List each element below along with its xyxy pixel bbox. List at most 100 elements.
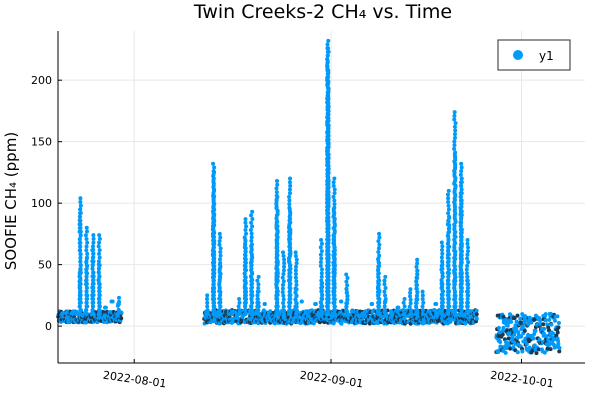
data-point <box>117 295 122 300</box>
data-point <box>447 267 452 272</box>
baseline-point <box>503 350 508 355</box>
data-point <box>414 264 419 269</box>
data-point <box>452 286 457 291</box>
data-point <box>212 304 217 309</box>
data-point <box>78 285 83 290</box>
data-point <box>274 201 279 206</box>
data-point <box>319 308 324 313</box>
data-point <box>415 268 420 273</box>
data-point <box>78 259 83 264</box>
data-point <box>280 290 285 295</box>
data-point <box>318 245 323 250</box>
data-point <box>458 194 463 199</box>
data-point <box>274 293 279 298</box>
data-point <box>281 300 286 305</box>
data-point <box>318 263 323 268</box>
data-point <box>77 248 82 253</box>
data-point <box>332 198 337 203</box>
data-point <box>458 212 463 217</box>
data-point <box>250 255 255 260</box>
data-point <box>287 274 292 279</box>
data-point <box>274 260 279 265</box>
data-point <box>210 224 215 229</box>
baseline-point <box>520 349 525 354</box>
data-point <box>331 207 336 212</box>
data-point <box>446 300 451 305</box>
data-point <box>326 260 331 265</box>
data-point <box>326 138 331 143</box>
baseline-point <box>503 339 508 344</box>
data-point <box>376 271 381 276</box>
data-point <box>243 293 248 298</box>
data-point <box>459 260 464 265</box>
data-point <box>293 290 298 295</box>
data-point <box>332 289 337 294</box>
baseline-point <box>501 325 506 330</box>
data-point <box>452 238 457 243</box>
data-point <box>332 252 337 257</box>
data-point <box>274 179 279 184</box>
data-point <box>248 274 253 279</box>
data-point <box>83 282 88 287</box>
data-point <box>287 233 292 238</box>
baseline-point <box>474 308 479 313</box>
data-point <box>439 240 444 245</box>
data-point <box>402 297 407 302</box>
data-point <box>459 230 464 235</box>
data-point <box>249 293 254 298</box>
data-point <box>453 121 458 126</box>
data-point <box>274 197 279 202</box>
data-point <box>275 289 280 294</box>
data-point <box>445 249 450 254</box>
data-point <box>325 75 330 80</box>
data-point <box>427 309 432 314</box>
data-point <box>78 308 83 313</box>
data-point <box>287 225 292 230</box>
data-point <box>91 255 96 260</box>
data-point <box>319 278 324 283</box>
data-point <box>325 171 330 176</box>
data-point <box>249 235 254 240</box>
data-point <box>243 217 248 222</box>
data-point <box>84 225 89 230</box>
data-point <box>452 187 457 192</box>
data-point <box>459 191 464 196</box>
data-point <box>345 276 350 281</box>
data-point <box>96 277 101 282</box>
data-point <box>453 253 458 258</box>
data-point <box>205 300 210 305</box>
baseline-point <box>548 347 553 352</box>
data-point <box>453 157 458 162</box>
data-point <box>91 240 96 245</box>
data-point <box>339 299 344 304</box>
data-point <box>332 202 337 207</box>
baseline-point <box>536 347 541 352</box>
data-point <box>275 219 280 224</box>
data-point <box>325 149 330 154</box>
baseline-point <box>557 346 562 351</box>
data-point <box>274 190 279 195</box>
data-point <box>331 225 336 230</box>
data-point <box>249 247 254 252</box>
data-point <box>325 42 330 47</box>
data-point <box>382 282 387 287</box>
baseline-point <box>545 322 550 327</box>
data-point <box>325 212 330 217</box>
data-point <box>325 219 330 224</box>
baseline-point <box>119 310 124 315</box>
chart-title: Twin Creeks-2 CH₄ vs. Time <box>193 1 452 23</box>
data-point <box>421 300 426 305</box>
data-point <box>414 308 419 313</box>
data-point <box>325 311 330 316</box>
data-point <box>287 207 292 212</box>
data-point <box>319 274 324 279</box>
data-point <box>440 270 445 275</box>
data-point <box>326 86 331 91</box>
data-point <box>116 311 121 316</box>
data-point <box>212 271 217 276</box>
data-point <box>211 176 216 181</box>
data-point <box>90 296 95 301</box>
data-point <box>274 204 279 209</box>
data-point <box>275 274 280 279</box>
data-point <box>78 300 83 305</box>
